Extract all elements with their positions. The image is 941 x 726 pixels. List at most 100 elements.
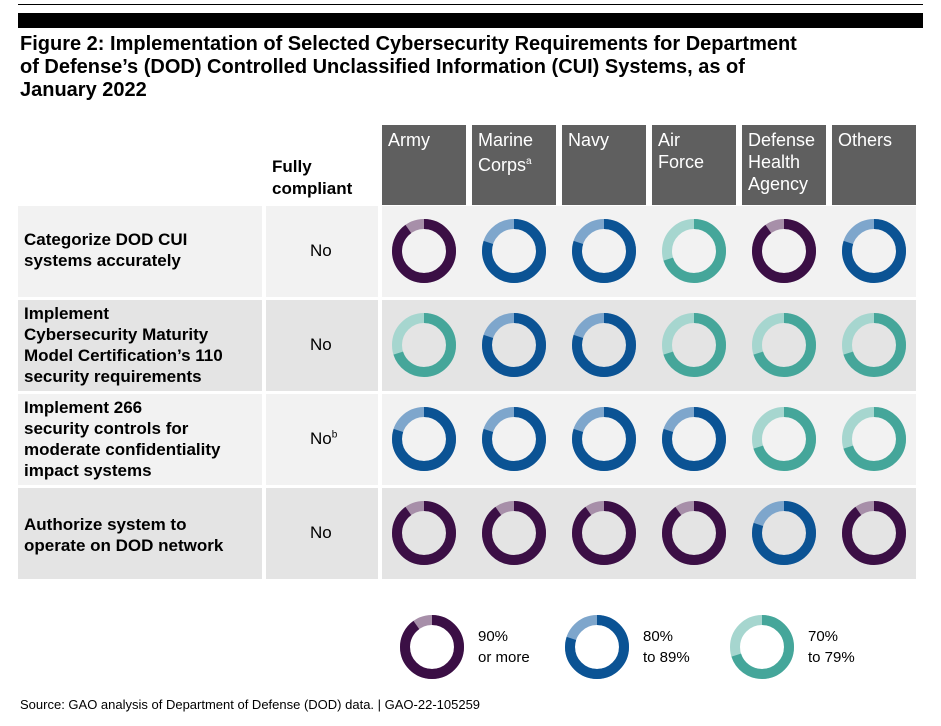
ring-fill bbox=[392, 313, 456, 377]
legend-label-line: 90% bbox=[478, 628, 509, 645]
ring-fill bbox=[662, 219, 726, 283]
compliance-ring-mid bbox=[572, 219, 636, 283]
compliance-ring-low bbox=[752, 407, 816, 471]
row-background bbox=[18, 488, 916, 579]
compliance-ring-mid bbox=[482, 313, 546, 377]
requirement-label-line: Categorize DOD CUI bbox=[24, 230, 188, 249]
column-header-line: Army bbox=[388, 130, 430, 150]
ring-fill bbox=[842, 407, 906, 471]
fully-compliant-value: No bbox=[310, 335, 350, 355]
row-background bbox=[18, 300, 916, 391]
requirement-label: Categorize DOD CUI systems accurately bbox=[24, 229, 264, 271]
compliance-ring-high bbox=[752, 219, 816, 283]
requirement-label: Implement Cybersecurity Maturity Model Cer… bbox=[24, 303, 264, 387]
legend-label-line: to 79% bbox=[808, 649, 855, 666]
ring-fill bbox=[842, 313, 906, 377]
footnote-marker: b bbox=[331, 429, 338, 441]
legend-ring-mid bbox=[565, 615, 629, 679]
compliance-text: No bbox=[310, 241, 332, 260]
requirement-label: Authorize system to operate on DOD networ… bbox=[24, 514, 264, 556]
column-header-line: Others bbox=[838, 130, 893, 150]
ring-fill bbox=[572, 501, 636, 565]
column-header-line: Force bbox=[658, 152, 705, 172]
requirement-label-line: Implement bbox=[24, 304, 110, 323]
compliance-ring-mid bbox=[482, 407, 546, 471]
ring-fill bbox=[400, 615, 464, 679]
column-header-line: Health bbox=[748, 152, 801, 172]
compliance-ring-low bbox=[842, 407, 906, 471]
fully-compliant-value: Nob bbox=[310, 429, 350, 449]
ring-fill bbox=[482, 407, 546, 471]
header-line: compliant bbox=[272, 179, 353, 198]
requirement-label-line: Cybersecurity Maturity bbox=[24, 325, 209, 344]
compliance-text: No bbox=[310, 429, 332, 448]
ring-fill bbox=[842, 219, 906, 283]
ring-fill bbox=[752, 407, 816, 471]
footnote-marker: a bbox=[526, 156, 532, 167]
column-header-line: Air bbox=[658, 130, 680, 150]
title-line: Figure 2: Implementation of Selected Cyb… bbox=[20, 33, 797, 55]
ring-fill bbox=[662, 501, 726, 565]
compliance-ring-high bbox=[482, 501, 546, 565]
column-header-line: Navy bbox=[568, 130, 610, 150]
ring-fill bbox=[482, 501, 546, 565]
compliance-ring-mid bbox=[572, 313, 636, 377]
fully-compliant-header: Fully compliant bbox=[272, 156, 352, 200]
column-divider bbox=[262, 206, 266, 582]
column-header: Air Force bbox=[652, 125, 736, 205]
ring-fill bbox=[565, 615, 629, 679]
requirement-label-line: operate on DOD network bbox=[24, 536, 224, 555]
fully-compliant-value: No bbox=[310, 241, 350, 261]
legend-ring-high bbox=[400, 615, 464, 679]
requirement-label-line: systems accurately bbox=[24, 251, 181, 270]
compliance-ring-high bbox=[572, 501, 636, 565]
ring-fill bbox=[572, 219, 636, 283]
compliance-ring-mid bbox=[752, 501, 816, 565]
compliance-ring-low bbox=[662, 313, 726, 377]
top-bar bbox=[18, 13, 923, 28]
compliance-text: No bbox=[310, 523, 332, 542]
requirement-label-line: Model Certification’s 110 bbox=[24, 346, 223, 365]
figure-title: Figure 2: Implementation of Selected Cyb… bbox=[20, 33, 920, 102]
compliance-ring-high bbox=[392, 219, 456, 283]
column-header-line: Corpsa bbox=[478, 155, 532, 175]
compliance-ring-low bbox=[392, 313, 456, 377]
ring-fill bbox=[752, 501, 816, 565]
ring-fill bbox=[752, 313, 816, 377]
source-note: Source: GAO analysis of Department of De… bbox=[20, 697, 481, 712]
title-line: January 2022 bbox=[20, 79, 147, 101]
ring-fill bbox=[842, 501, 906, 565]
row-background bbox=[18, 206, 916, 297]
legend-label: 80% to 89% bbox=[643, 626, 690, 668]
legend-label-line: to 89% bbox=[643, 649, 690, 666]
compliance-ring-mid bbox=[572, 407, 636, 471]
requirement-label-line: moderate confidentiality bbox=[24, 440, 221, 459]
ring-fill bbox=[662, 407, 726, 471]
column-header: Others bbox=[832, 125, 916, 205]
compliance-ring-high bbox=[392, 501, 456, 565]
title-line: of Defense’s (DOD) Controlled Unclassifi… bbox=[20, 56, 745, 78]
column-divider bbox=[378, 206, 382, 582]
compliance-ring-mid bbox=[392, 407, 456, 471]
ring-fill bbox=[392, 501, 456, 565]
requirement-label: Implement 266 security controls for modera… bbox=[24, 397, 264, 481]
legend-label-line: or more bbox=[478, 649, 530, 666]
fully-compliant-value: No bbox=[310, 523, 350, 543]
column-header-line: Marine bbox=[478, 130, 534, 150]
column-header: Defense Health Agency bbox=[742, 125, 826, 205]
ring-fill bbox=[482, 313, 546, 377]
requirement-label-line: security requirements bbox=[24, 367, 202, 386]
compliance-ring-low bbox=[752, 313, 816, 377]
compliance-ring-low bbox=[662, 219, 726, 283]
legend-label: 90% or more bbox=[478, 626, 530, 668]
ring-fill bbox=[752, 219, 816, 283]
requirement-label-line: Implement 266 bbox=[24, 398, 143, 417]
compliance-ring-mid bbox=[482, 219, 546, 283]
legend-label: 70% to 79% bbox=[808, 626, 855, 668]
compliance-ring-low bbox=[842, 313, 906, 377]
ring-fill bbox=[482, 219, 546, 283]
requirement-label-line: impact systems bbox=[24, 461, 152, 480]
compliance-ring-high bbox=[842, 501, 906, 565]
requirement-label-line: Authorize system to bbox=[24, 515, 187, 534]
ring-fill bbox=[662, 313, 726, 377]
